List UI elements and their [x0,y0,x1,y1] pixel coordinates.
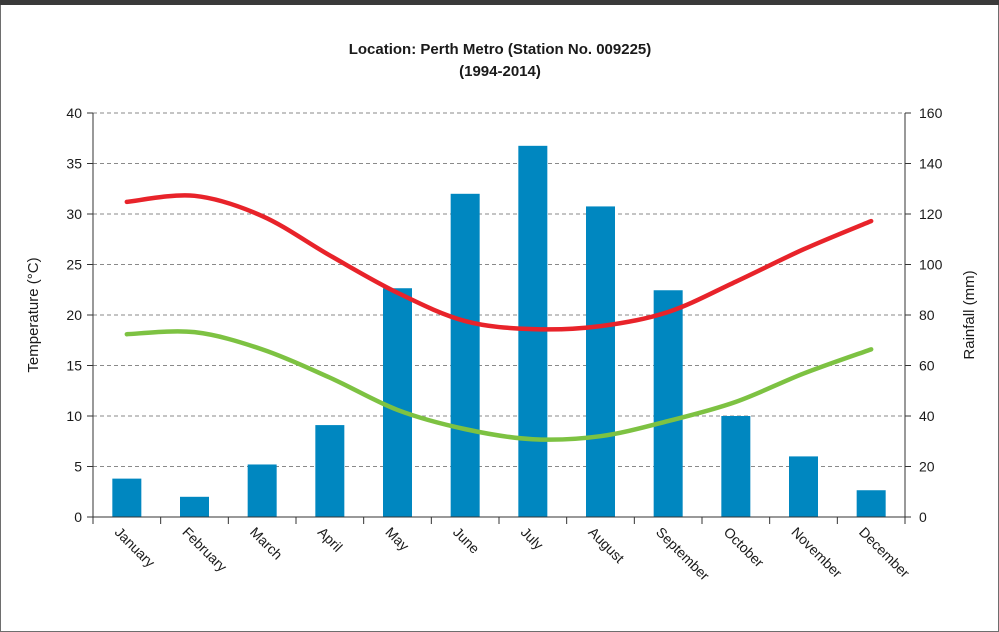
y-left-tick-label: 40 [66,105,82,121]
chart-title: Location: Perth Metro (Station No. 00922… [349,41,652,58]
y-right-tick-label: 60 [919,358,935,374]
rainfall-bar [653,290,683,517]
temperature-lines [124,193,874,442]
rainfall-bar [112,478,142,517]
x-tick-label: June [450,524,483,557]
rainfall-bar [789,456,818,517]
y-right-tick-label: 0 [919,509,927,525]
rainfall-bar [721,416,751,517]
x-tick-label: July [518,524,547,553]
x-tick-label: August [585,524,627,566]
y-right-tick-label: 120 [919,206,943,222]
rainfall-bar [450,193,480,518]
max-temperature-line [124,193,874,332]
rainfall-bar [586,206,615,518]
y-right-tick-label: 20 [919,459,935,475]
rainfall-bar [383,288,412,517]
y-left-tick-label: 20 [66,307,82,323]
x-tick-label: May [382,524,412,554]
rainfall-bar [856,490,886,517]
y-right-tick-label: 140 [919,156,943,172]
x-tick-label: November [788,524,845,581]
x-tick-label: September [653,524,713,584]
rainfall-bar [180,496,209,517]
y-left-tick-label: 0 [74,509,82,525]
y-left-tick-label: 5 [74,459,82,475]
x-tick-label: January [112,524,159,571]
x-tick-label: October [721,524,768,571]
y-right-tick-label: 80 [919,307,935,323]
x-tick-label: February [179,524,230,575]
y-left-tick-label: 35 [66,156,82,172]
x-tick-label: April [315,524,346,555]
y-left-label: Temperature (°C) [25,257,42,372]
rainfall-bars [112,145,886,518]
min-temperature-line [124,329,874,442]
y-right-tick-label: 160 [919,105,943,121]
grid-lines [93,112,905,467]
rainfall-bar [315,425,345,517]
y-right-tick-label: 100 [919,257,943,273]
y-right-label: Rainfall (mm) [961,270,978,359]
y-left-tick-label: 30 [66,206,82,222]
x-tick-label: December [856,524,913,581]
top-border [0,0,999,5]
y-right-tick-label: 40 [919,408,935,424]
chart-subtitle: (1994-2014) [459,63,541,80]
rainfall-bar [247,464,277,517]
y-left-tick-label: 10 [66,408,82,424]
x-tick-label: March [247,524,286,563]
y-left-tick-label: 25 [66,257,82,273]
y-left-tick-label: 15 [66,358,82,374]
